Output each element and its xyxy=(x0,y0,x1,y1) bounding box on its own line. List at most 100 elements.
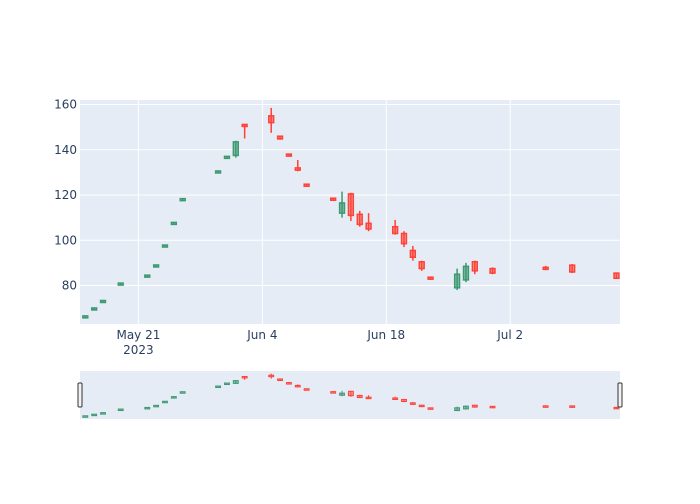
candle-body xyxy=(347,390,354,397)
y-tick-label: 160 xyxy=(54,98,77,112)
candle-body xyxy=(144,406,151,410)
candle xyxy=(153,404,160,408)
candle xyxy=(489,267,496,275)
candle xyxy=(224,382,230,386)
candle xyxy=(277,378,283,381)
candle xyxy=(117,408,124,412)
candle-body xyxy=(418,404,425,408)
candle xyxy=(391,219,399,235)
candle xyxy=(223,155,231,160)
candle-body xyxy=(268,374,275,378)
candle-body xyxy=(569,264,576,273)
candle-body xyxy=(462,265,470,281)
candle xyxy=(162,400,168,404)
candle-body xyxy=(117,408,124,412)
candle-body xyxy=(170,221,178,226)
candle-body xyxy=(277,378,283,381)
candle-body xyxy=(303,183,310,187)
candle xyxy=(170,396,177,399)
candle xyxy=(215,385,222,389)
candle xyxy=(409,245,417,261)
candle-body xyxy=(162,400,168,404)
candle xyxy=(569,264,576,274)
candle xyxy=(330,391,337,394)
candle xyxy=(144,274,151,278)
candle-body xyxy=(356,213,363,226)
candle xyxy=(161,244,169,248)
candle-body xyxy=(294,384,301,388)
candle-body xyxy=(285,153,293,157)
candle-body xyxy=(100,412,106,415)
candle-body xyxy=(613,406,620,410)
candle xyxy=(303,183,310,187)
x-tick-label: Jul 2 xyxy=(496,328,523,342)
candle-body xyxy=(224,382,230,386)
candle xyxy=(303,388,310,391)
candle-body xyxy=(215,385,222,389)
candle-body xyxy=(489,267,496,274)
y-tick-label: 140 xyxy=(54,143,77,157)
candle xyxy=(356,210,363,227)
candle xyxy=(471,260,479,275)
candle xyxy=(117,282,124,286)
candle-body xyxy=(91,413,98,417)
candle-body xyxy=(179,391,186,394)
candle xyxy=(347,192,355,222)
candle-body xyxy=(117,282,124,286)
candle xyxy=(90,307,98,311)
candle xyxy=(179,197,186,202)
candle xyxy=(356,394,363,399)
range-slider[interactable] xyxy=(77,371,623,419)
candle-body xyxy=(294,167,301,171)
candle-body xyxy=(82,315,89,319)
candle xyxy=(401,398,407,403)
candle-body xyxy=(144,274,151,278)
candle xyxy=(427,407,434,410)
candle xyxy=(232,140,239,158)
x-tick-label: Jun 18 xyxy=(366,328,405,342)
candle-body xyxy=(365,396,372,400)
candle-body xyxy=(569,405,576,408)
candle-body xyxy=(152,264,160,268)
candle-body xyxy=(392,397,399,400)
candle-body xyxy=(409,402,416,405)
candle xyxy=(347,390,354,397)
candle xyxy=(82,315,89,319)
candle xyxy=(170,221,178,226)
x-tick-label: May 21 xyxy=(116,328,160,342)
candle xyxy=(400,231,408,248)
candle xyxy=(462,262,470,283)
candle xyxy=(471,404,478,408)
candle-body xyxy=(463,405,469,410)
candle-body xyxy=(330,391,337,394)
candle xyxy=(241,375,248,380)
candle xyxy=(329,197,337,201)
candle xyxy=(427,276,434,280)
candle xyxy=(91,413,98,417)
rangeslider-left-handle[interactable] xyxy=(77,382,83,408)
candle-body xyxy=(276,135,284,140)
candle xyxy=(285,382,292,385)
candle-body xyxy=(170,396,177,399)
candle-body xyxy=(214,170,222,174)
rangeslider-right-handle[interactable] xyxy=(617,382,623,408)
candle-body xyxy=(268,115,275,124)
candle xyxy=(99,299,107,304)
candle xyxy=(542,405,549,408)
candle-body xyxy=(179,197,186,202)
candle-body xyxy=(454,407,461,412)
candle xyxy=(454,406,461,412)
candle xyxy=(418,404,425,408)
candle-body xyxy=(391,225,399,235)
candle xyxy=(179,391,186,394)
candle xyxy=(418,260,425,271)
candle-body xyxy=(453,273,461,289)
candle xyxy=(613,406,620,410)
candle xyxy=(409,401,416,405)
candle-body xyxy=(303,388,310,391)
candle-body xyxy=(400,232,408,245)
candle xyxy=(453,268,461,291)
